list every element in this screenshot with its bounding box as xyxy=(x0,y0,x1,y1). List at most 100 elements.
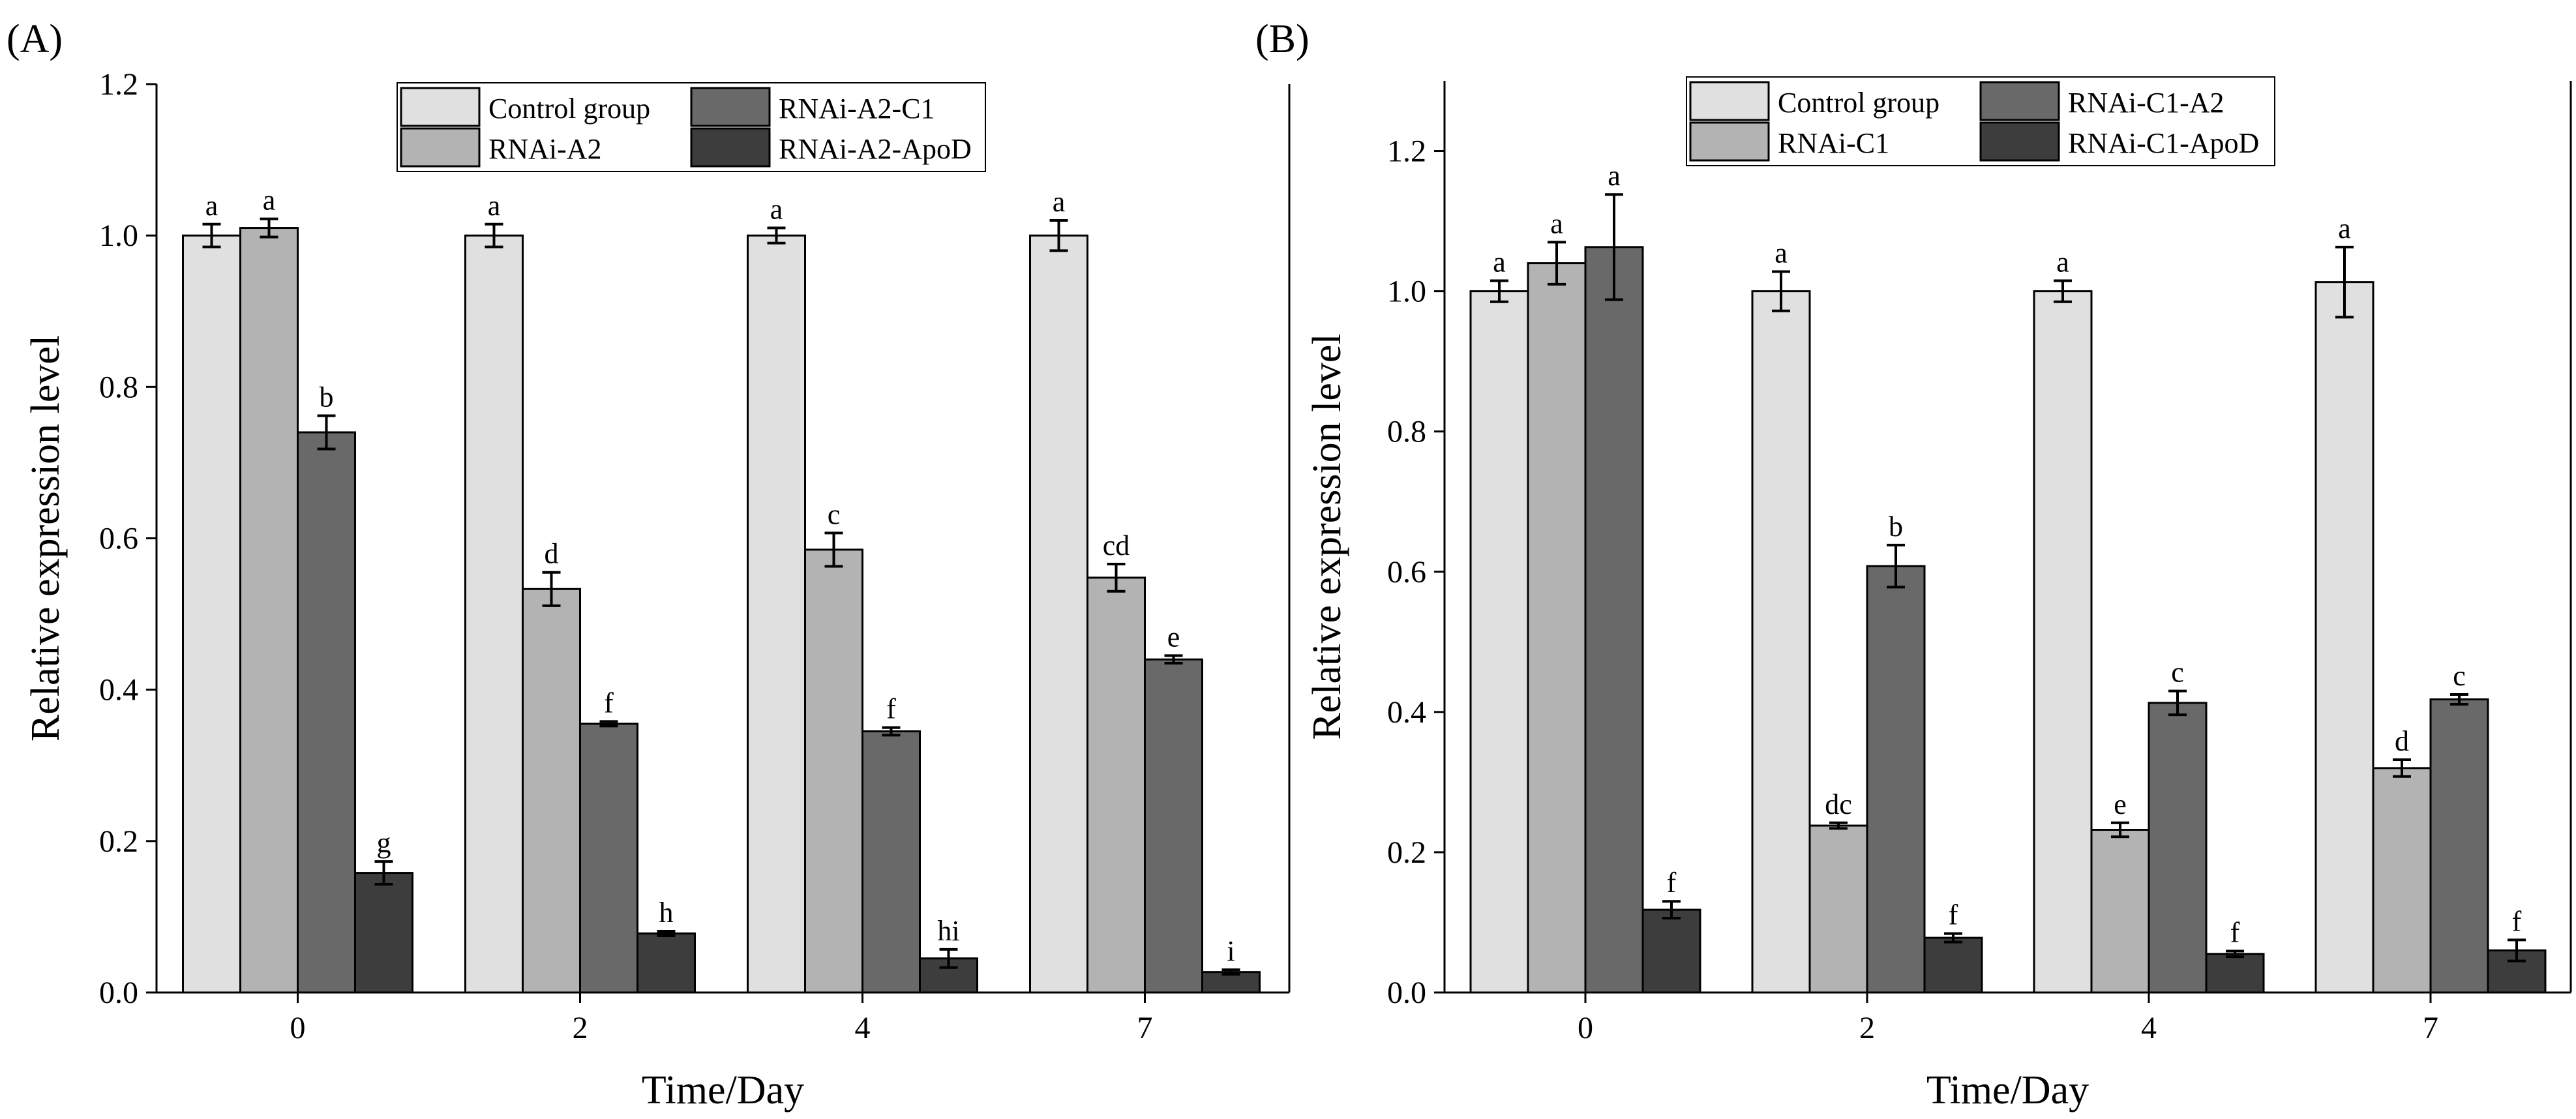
significance-letter: a xyxy=(1053,186,1066,218)
significance-letter: c xyxy=(2171,657,2184,689)
legend-label: RNAi-C1-ApoD xyxy=(2068,127,2259,159)
bar xyxy=(1641,908,1701,994)
bar xyxy=(747,234,806,994)
x-tick-label: 7 xyxy=(2423,1011,2438,1045)
significance-letter: e xyxy=(1167,621,1180,653)
bar xyxy=(1584,246,1644,994)
y-axis-title: Relative expression level xyxy=(23,335,68,741)
y-tick-label: 0.4 xyxy=(1387,695,1426,730)
legend-swatch xyxy=(690,87,771,127)
significance-letter: f xyxy=(1667,867,1677,899)
x-tick-label: 0 xyxy=(290,1011,306,1045)
legend-frame xyxy=(1686,76,2275,166)
x-tick-label: 7 xyxy=(1137,1011,1153,1045)
y-tick-label: 1.0 xyxy=(1387,275,1426,309)
significance-letter: a xyxy=(1493,246,1506,278)
legend-label: RNAi-C1 xyxy=(1778,127,1889,159)
y-tick-label: 1.2 xyxy=(1387,134,1426,169)
significance-letter: d xyxy=(2395,725,2409,757)
x-tick-label: 4 xyxy=(855,1011,871,1045)
x-tick-label: 2 xyxy=(1859,1011,1875,1045)
panel-label: (B) xyxy=(1255,17,1310,61)
x-axis-title: Time/Day xyxy=(642,1068,804,1112)
significance-letter: g xyxy=(377,827,391,859)
legend-label: RNAi-A2-C1 xyxy=(779,93,935,125)
bar xyxy=(804,548,863,994)
significance-letter: a xyxy=(488,190,501,222)
x-tick-label: 4 xyxy=(2141,1011,2157,1045)
significance-letter: a xyxy=(2056,246,2069,278)
significance-letter: a xyxy=(205,190,218,222)
legend-label: RNAi-A2 xyxy=(488,133,602,165)
bar xyxy=(1144,658,1203,994)
significance-letter: d xyxy=(545,538,559,570)
bar xyxy=(2429,698,2489,994)
bar xyxy=(2090,829,2150,994)
x-tick-label: 0 xyxy=(1578,1011,1593,1045)
bar xyxy=(2205,953,2265,994)
y-tick-label: 0.0 xyxy=(1387,976,1426,1010)
bar xyxy=(522,588,581,994)
significance-letter: i xyxy=(1227,935,1235,967)
significance-letter: dc xyxy=(1825,788,1852,820)
legend-swatch xyxy=(690,127,771,168)
x-tick-label: 2 xyxy=(573,1011,588,1045)
x-axis-title: Time/Day xyxy=(1926,1068,2089,1112)
y-tick-label: 0.0 xyxy=(99,976,138,1010)
bar xyxy=(182,234,241,994)
bar xyxy=(2148,702,2208,994)
significance-letter: e xyxy=(2114,788,2127,820)
y-axis-title: Relative expression level xyxy=(1305,333,1349,739)
legend-label: RNAi-C1-A2 xyxy=(2068,87,2224,119)
bar xyxy=(579,723,638,994)
significance-letter: f xyxy=(2512,905,2522,937)
bar xyxy=(1751,290,1811,994)
significance-letter: a xyxy=(1608,160,1621,192)
panel-a: (A) a a b g 0 a d f h 2 a c f hi 4 a cd e i 7 0.0 0.2 0.4 0.6 0.8… xyxy=(7,17,1291,1112)
legend-swatch xyxy=(1979,81,2060,121)
y-tick-label: 0.8 xyxy=(1387,415,1426,449)
significance-letter: cd xyxy=(1103,530,1130,561)
bar xyxy=(354,872,413,994)
bar xyxy=(2372,767,2432,994)
significance-letter: b xyxy=(1889,511,1903,543)
bar xyxy=(1866,565,1926,994)
significance-letter: h xyxy=(659,897,674,929)
bar xyxy=(297,431,356,994)
legend-swatch xyxy=(400,127,481,168)
legend-swatch xyxy=(1979,121,2060,162)
legend-swatch xyxy=(1689,81,1770,121)
significance-letter: c xyxy=(2453,660,2466,692)
significance-letter: a xyxy=(1550,207,1563,239)
legend-label: Control group xyxy=(1778,87,1939,119)
y-tick-label: 0.6 xyxy=(1387,555,1426,589)
y-tick-label: 1.0 xyxy=(99,218,138,253)
significance-letter: hi xyxy=(937,915,959,947)
legend-label: Control group xyxy=(488,93,650,125)
bar xyxy=(1086,576,1146,994)
bar xyxy=(2314,281,2374,994)
bar xyxy=(1029,234,1088,994)
y-tick-label: 0.6 xyxy=(99,522,138,556)
y-tick-label: 0.2 xyxy=(99,824,138,859)
significance-letter: a xyxy=(263,185,276,216)
y-tick-label: 0.8 xyxy=(99,370,138,404)
significance-letter: c xyxy=(828,498,841,530)
significance-letter: b xyxy=(320,381,334,413)
significance-letter: a xyxy=(770,194,783,226)
bar xyxy=(1469,290,1529,994)
significance-letter: f xyxy=(604,687,614,719)
legend-swatch xyxy=(1689,121,1770,162)
significance-letter: a xyxy=(2338,213,2351,245)
bar xyxy=(1808,824,1868,994)
legend-frame xyxy=(397,82,986,172)
significance-letter: f xyxy=(886,693,896,725)
significance-letter: a xyxy=(1775,237,1788,269)
bar xyxy=(861,730,921,994)
bar xyxy=(1527,262,1587,994)
y-tick-label: 0.4 xyxy=(99,673,138,708)
panel-label: (A) xyxy=(7,17,63,61)
y-tick-label: 1.2 xyxy=(99,67,138,102)
bar xyxy=(464,234,524,994)
